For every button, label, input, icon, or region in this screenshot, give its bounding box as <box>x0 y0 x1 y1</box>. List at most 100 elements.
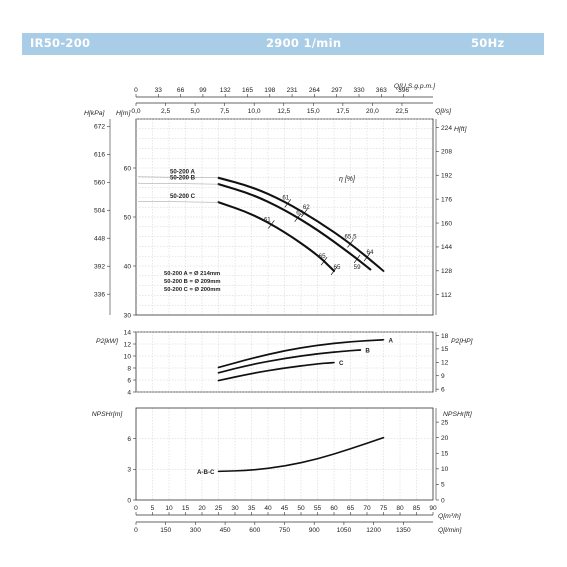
head-ft-tick-label: 112 <box>441 292 452 299</box>
efficiency-tick <box>353 254 361 264</box>
top-ls-tick-label: 15,0 <box>307 108 320 115</box>
efficiency-label: 65 <box>319 253 326 260</box>
power-curve-label-a: A <box>389 337 394 344</box>
npsh-ft-tick-label: 15 <box>441 451 449 458</box>
npsh-ft-tick-label: 20 <box>441 435 449 442</box>
diameter-label: 50-200 A = Ø 214mm <box>164 271 220 277</box>
bottom-m3h-tick-label: 75 <box>380 505 388 512</box>
power-curve-a <box>217 338 385 369</box>
head-curve-label-b: 50-200 B <box>170 175 196 182</box>
bottom-m3h-tick-label: 90 <box>429 505 437 512</box>
head-ft-tick-label: 176 <box>441 196 452 203</box>
bottom-m3h-tick-label: 55 <box>314 505 322 512</box>
efficiency-tick <box>284 199 292 208</box>
efficiency-label: 61 <box>264 216 271 223</box>
efficiency-tick <box>301 208 308 218</box>
power-hp-label: P2[HP] <box>451 338 474 345</box>
head-curve-leader <box>137 176 219 179</box>
npsh-panel-frame <box>135 407 434 501</box>
efficiency-label: 61 <box>282 194 289 201</box>
diameter-label: 50-200 B = Ø 209mm <box>164 279 221 285</box>
bottom-m3h-tick-label: 45 <box>281 505 289 512</box>
head-m-tick-label: 30 <box>124 312 132 319</box>
efficiency-tick <box>320 256 328 266</box>
pump-model: IR50-200 <box>30 36 91 50</box>
bottom-lmin-tick-label: 1050 <box>337 527 352 534</box>
head-ft-tick-label: 128 <box>441 268 452 275</box>
diameter-label: 50-200 C = Ø 200mm <box>164 287 221 293</box>
bottom-m3h-tick-label: 0 <box>134 505 138 512</box>
npsh-curve <box>217 436 385 473</box>
power-kw-tick-label: 10 <box>124 353 132 360</box>
bottom-axis-m3h-label: Q[m³/h] <box>438 513 462 520</box>
top-ls-tick-label: 5,0 <box>191 108 200 115</box>
head-kpa-tick-label: 672 <box>94 124 105 131</box>
power-curve-b <box>217 349 362 374</box>
power-kw-tick-label: 14 <box>124 329 132 336</box>
power-kw-tick-label: 6 <box>127 377 131 384</box>
efficiency-label: 62 <box>303 204 310 211</box>
power-curve-label-b: B <box>365 348 370 355</box>
bottom-lmin-tick-label: 600 <box>249 527 260 534</box>
bottom-axis-lmin-label: Q[l/min] <box>438 527 463 534</box>
power-kw-tick-label: 12 <box>124 341 132 348</box>
head-kpa-tick-label: 336 <box>94 291 105 298</box>
bottom-m3h-tick-label: 80 <box>396 505 404 512</box>
header-banner: IR50-200 2900 1/min 50Hz <box>22 33 544 55</box>
top-usgpm-tick-label: 33 <box>155 87 163 94</box>
top-ls-tick-label: 10,0 <box>248 108 261 115</box>
npsh-m-tick-label: 3 <box>127 467 131 474</box>
top-usgpm-tick-label: 198 <box>264 87 275 94</box>
efficiency-tick <box>294 213 301 222</box>
top-usgpm-tick-label: 363 <box>376 87 387 94</box>
top-usgpm-tick-label: 99 <box>199 87 207 94</box>
head-ft-tick-label: 160 <box>441 220 452 227</box>
bottom-m3h-tick-label: 70 <box>363 505 371 512</box>
efficiency-label: 65 <box>334 264 341 271</box>
bottom-m3h-tick-label: 10 <box>165 505 173 512</box>
head-kpa-tick-label: 616 <box>94 152 105 159</box>
top-ls-tick-label: 0,0 <box>131 108 140 115</box>
top-ls-tick-label: 22,5 <box>396 108 409 115</box>
bottom-lmin-tick-label: 1350 <box>396 527 411 534</box>
power-hp-tick-label: 12 <box>441 360 449 367</box>
bottom-m3h-tick-label: 50 <box>297 505 305 512</box>
bottom-m3h-tick-label: 20 <box>198 505 206 512</box>
top-ls-tick-label: 17,5 <box>336 108 349 115</box>
bottom-lmin-tick-label: 150 <box>160 527 171 534</box>
top-ls-tick-label: 2,5 <box>161 108 170 115</box>
top-usgpm-tick-label: 297 <box>331 87 342 94</box>
power-curve-c <box>217 361 335 382</box>
bottom-lmin-tick-label: 1200 <box>366 527 381 534</box>
npsh-ft-tick-label: 5 <box>441 482 445 489</box>
bottom-m3h-tick-label: 15 <box>182 505 190 512</box>
top-ls-tick-label: 7,5 <box>220 108 229 115</box>
head-curve-leader <box>137 201 219 203</box>
head-kpa-tick-label: 504 <box>94 208 105 215</box>
pump-speed: 2900 1/min <box>266 36 342 50</box>
top-usgpm-tick-label: 231 <box>287 87 298 94</box>
efficiency-tick <box>330 266 338 276</box>
bottom-lmin-tick-label: 900 <box>309 527 320 534</box>
head-ft-tick-label: 208 <box>441 149 452 156</box>
bottom-lmin-tick-label: 0 <box>134 527 138 534</box>
bottom-m3h-tick-label: 65 <box>347 505 355 512</box>
head-ft-tick-label: 144 <box>441 244 452 251</box>
head-ft-tick-label: 192 <box>441 173 452 180</box>
head-ft-label: H[ft] <box>454 126 468 133</box>
efficiency-label: 59 <box>354 264 361 271</box>
top-usgpm-tick-label: 264 <box>309 87 320 94</box>
bottom-m3h-tick-label: 25 <box>215 505 223 512</box>
top-ls-tick-label: 20,0 <box>366 108 379 115</box>
bottom-lmin-tick-label: 300 <box>190 527 201 534</box>
head-kpa-tick-label: 560 <box>94 180 105 187</box>
power-hp-tick-label: 9 <box>441 373 445 380</box>
pump-frequency: 50Hz <box>471 36 505 50</box>
head-curve-label-a: 50-200 A <box>170 168 195 175</box>
power-hp-tick-label: 6 <box>441 386 445 393</box>
bottom-lmin-tick-label: 450 <box>220 527 231 534</box>
bottom-lmin-tick-label: 750 <box>279 527 290 534</box>
power-hp-tick-label: 15 <box>441 346 449 353</box>
top-usgpm-tick-label: 66 <box>177 87 185 94</box>
